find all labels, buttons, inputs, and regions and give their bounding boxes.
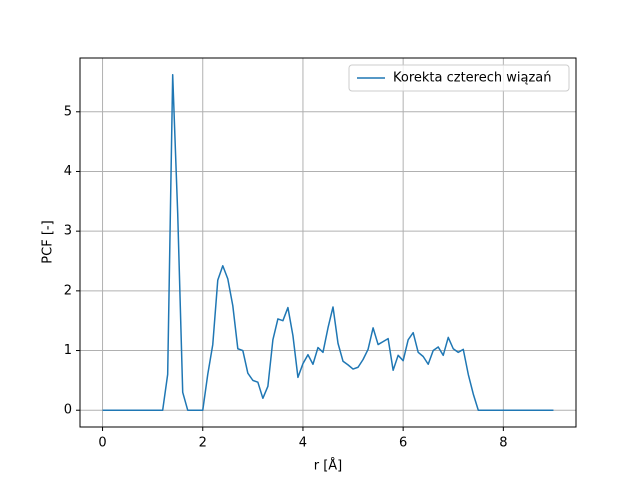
y-tick-label: 2 [64,283,72,298]
y-tick-label: 4 [64,164,72,179]
x-tick-label: 6 [399,436,407,451]
y-tick-label: 1 [64,343,72,358]
x-tick-label: 0 [98,436,106,451]
x-axis-label: r [Å] [314,458,343,474]
legend-box [348,64,570,92]
data-line [102,74,554,411]
y-axis-label: PCF [-] [41,220,56,263]
y-tick-label: 0 [64,403,72,418]
legend-label: Korekta czterech wiązań [393,71,552,86]
x-tick-label: 8 [499,436,507,451]
x-tick-label: 2 [199,436,207,451]
y-tick-label: 3 [64,224,72,239]
x-tick-label: 4 [299,436,307,451]
y-tick-label: 5 [64,104,72,119]
plot-frame [79,57,577,428]
